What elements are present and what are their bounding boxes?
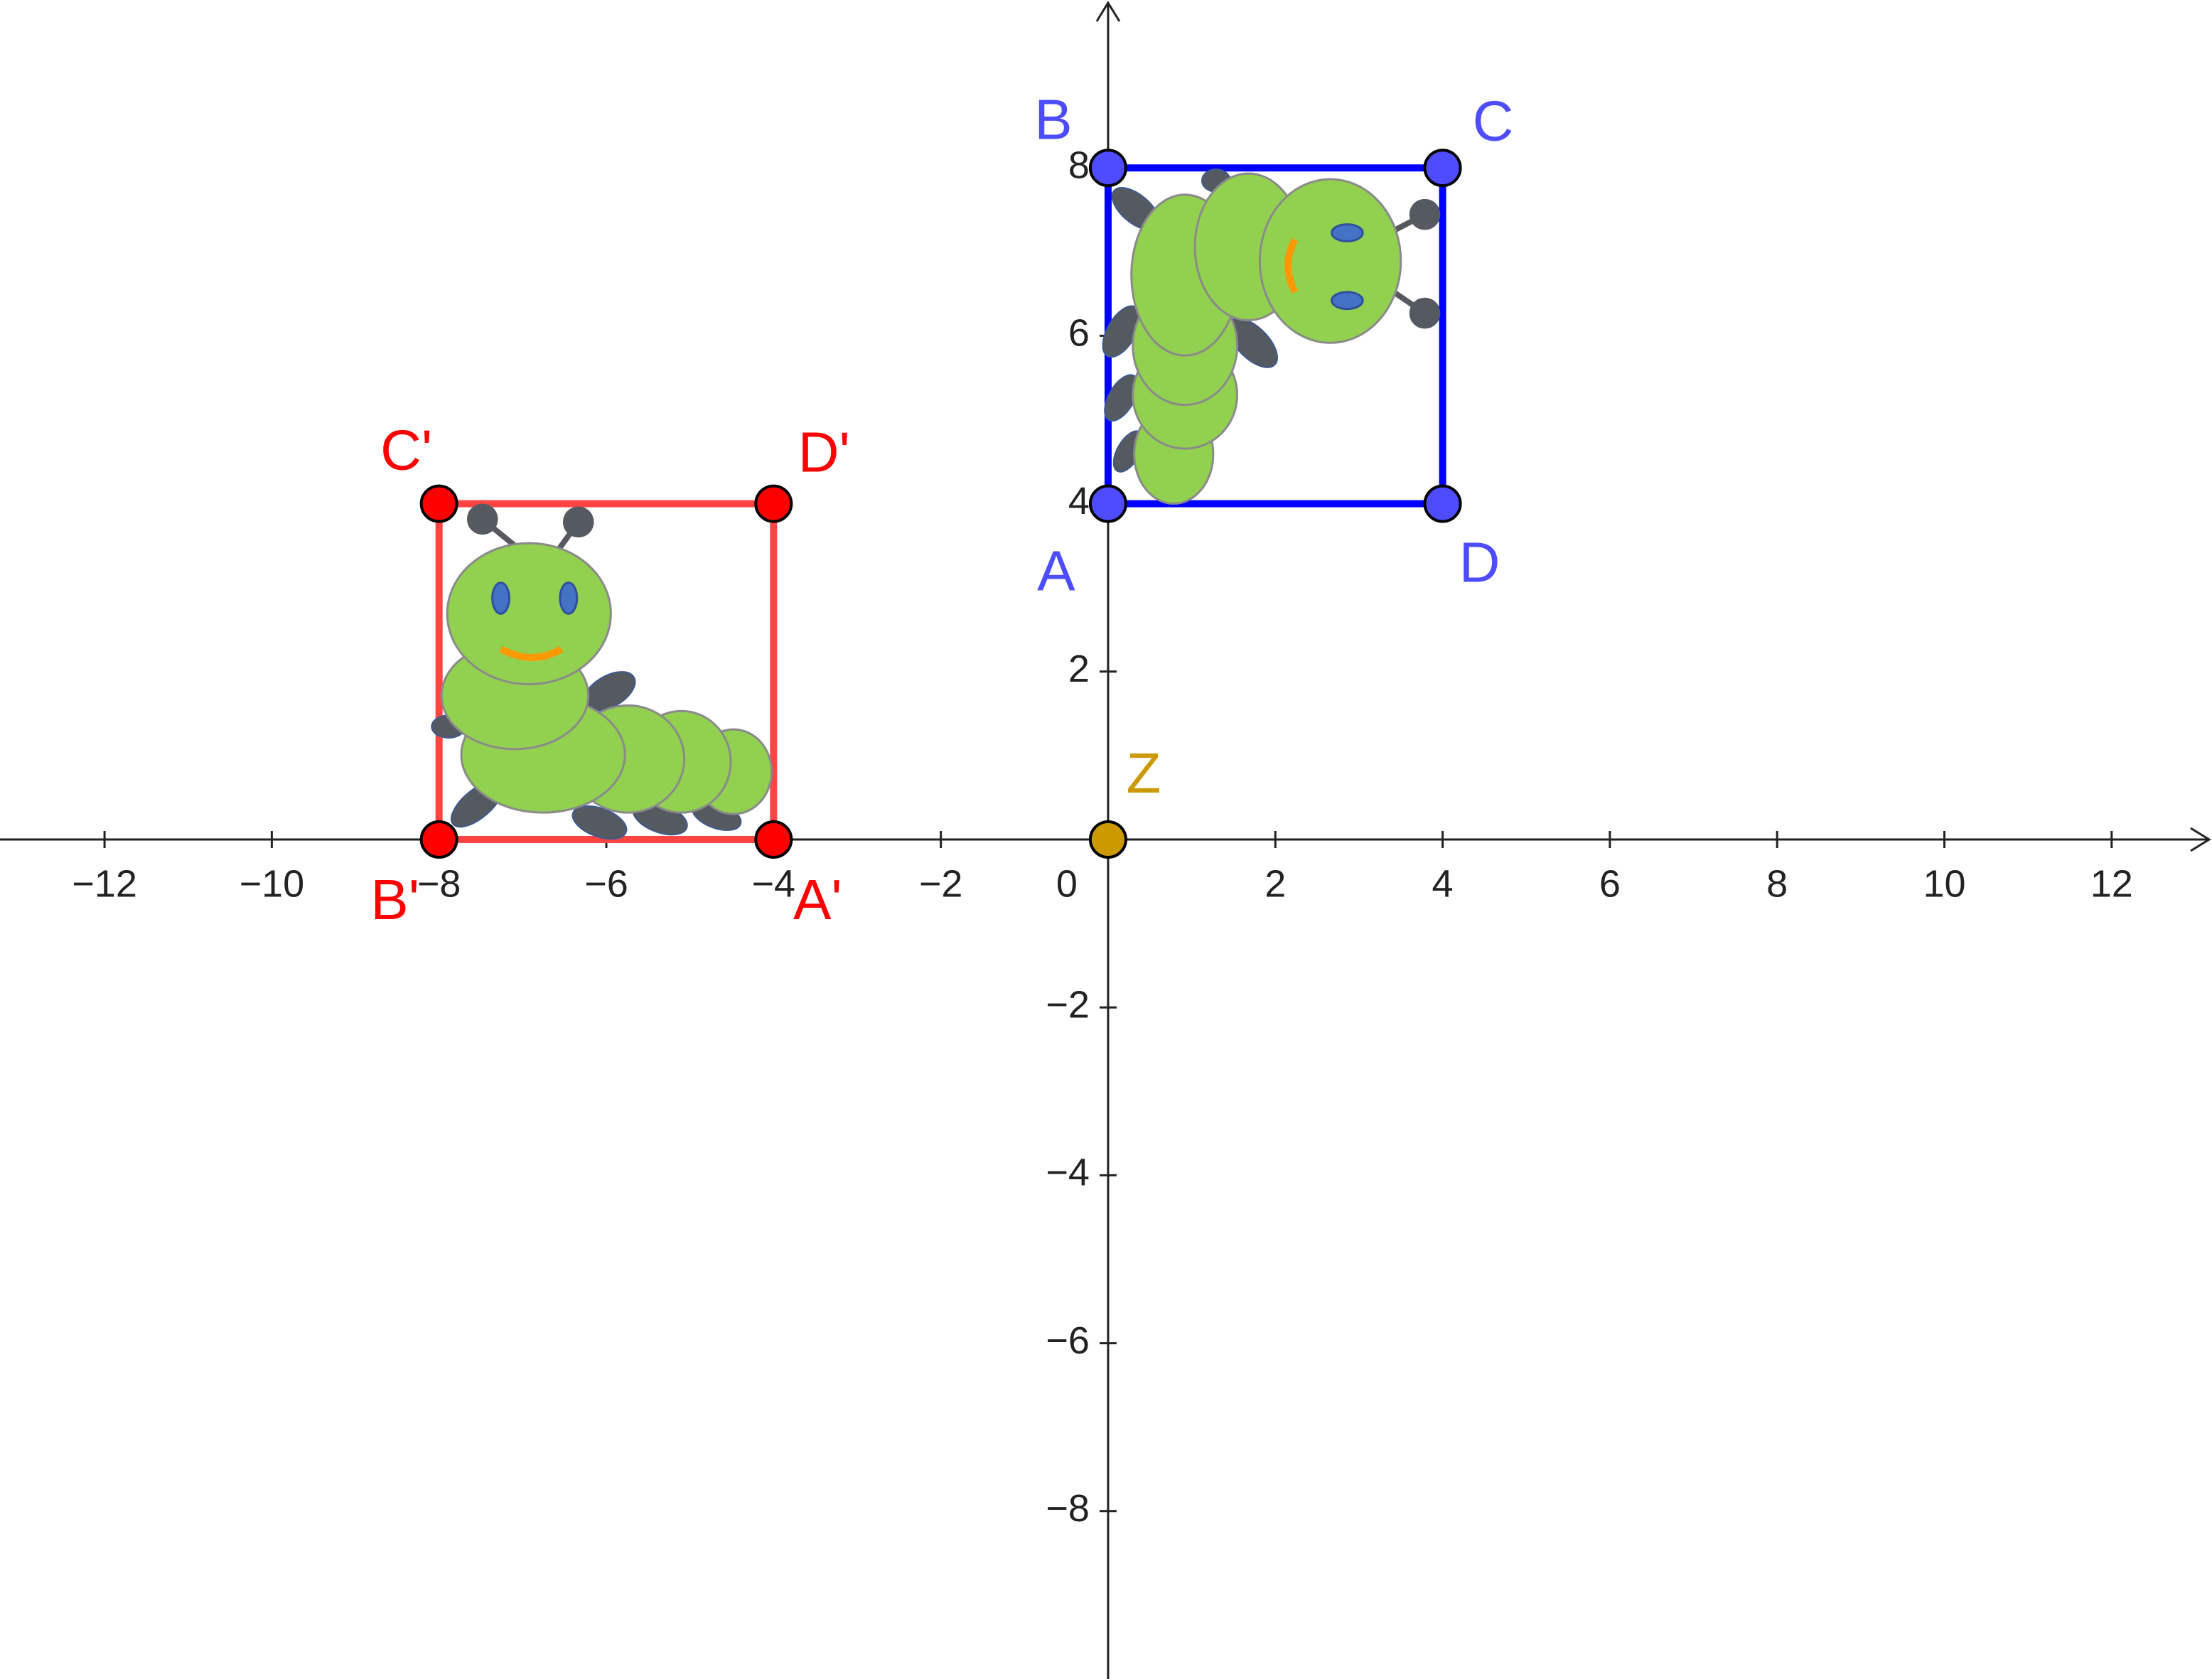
point-label: D <box>1459 531 1500 594</box>
x-tick-label: −2 <box>919 862 963 905</box>
x-tick-label: 4 <box>1432 862 1454 905</box>
y-tick-label: −6 <box>1046 1319 1090 1362</box>
y-tick-label: 4 <box>1068 480 1090 522</box>
point-label: C' <box>380 419 432 482</box>
x-tick-label: 12 <box>2090 862 2133 905</box>
point <box>419 484 458 523</box>
y-tick-label: 8 <box>1068 144 1090 186</box>
point <box>419 820 458 859</box>
x-tick-label: 10 <box>1923 862 1965 905</box>
point <box>1088 149 1127 188</box>
y-tick-label: −8 <box>1046 1487 1090 1530</box>
point-label: C <box>1473 89 1514 152</box>
x-tick-label: −6 <box>584 862 628 905</box>
point <box>1423 149 1462 188</box>
point-label: B' <box>370 868 419 931</box>
x-tick-label: −12 <box>72 862 137 905</box>
x-axis-arrow <box>2190 827 2211 852</box>
points-layer: A B C D A' B' C' D' Z <box>370 87 1513 931</box>
point-label: D' <box>798 421 850 484</box>
caterpillars <box>431 168 1441 840</box>
point-label: A <box>1037 540 1075 603</box>
point-label: B <box>1034 87 1072 151</box>
y-tick-label: 2 <box>1068 648 1090 690</box>
x-tick-label: 6 <box>1599 862 1621 905</box>
x-tick-label: −10 <box>240 862 305 905</box>
point-label: Z <box>1127 741 1161 805</box>
x-tick-label: 2 <box>1265 862 1286 905</box>
point-label: A' <box>793 868 842 931</box>
point <box>1088 820 1127 859</box>
x-tick-label: 8 <box>1766 862 1788 905</box>
point <box>754 484 793 523</box>
caterpillar-image <box>431 503 773 840</box>
caterpillar-image <box>1102 168 1441 505</box>
point <box>1423 484 1462 523</box>
x-tick-label: −4 <box>752 862 796 905</box>
y-tick-label: 6 <box>1068 312 1090 355</box>
y-tick-label: −4 <box>1046 1152 1090 1194</box>
x-tick-label: −8 <box>417 862 461 905</box>
point <box>754 820 793 859</box>
point <box>1088 484 1127 523</box>
y-axis-arrow <box>1095 1 1121 22</box>
x-tick-label: 0 <box>1056 862 1078 905</box>
y-tick-label: −2 <box>1046 983 1090 1026</box>
